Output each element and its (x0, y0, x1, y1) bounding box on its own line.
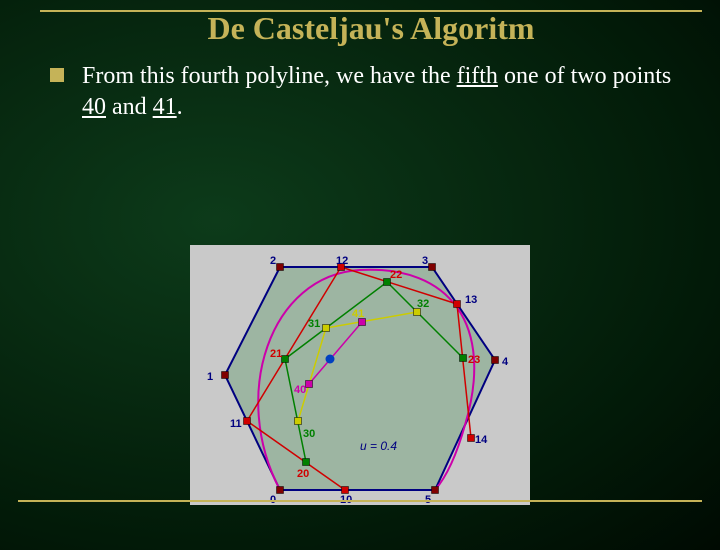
svg-text:u = 0.4: u = 0.4 (360, 439, 397, 453)
svg-text:31: 31 (308, 318, 320, 330)
body-u-41: 41 (153, 94, 177, 120)
svg-text:41: 41 (352, 308, 364, 320)
slide-title: De Casteljau's Algoritm (40, 10, 702, 47)
title-block: De Casteljau's Algoritm (40, 10, 702, 47)
figure: 0123451011121314202122233031324041u = 0.… (190, 245, 530, 505)
svg-text:11: 11 (230, 418, 242, 430)
svg-text:40: 40 (294, 384, 306, 396)
body-u-40: 40 (82, 94, 106, 120)
svg-text:20: 20 (297, 468, 309, 480)
svg-text:13: 13 (465, 294, 477, 306)
svg-text:21: 21 (270, 348, 282, 360)
bullet-icon (50, 68, 64, 82)
svg-text:23: 23 (468, 354, 480, 366)
body-paragraph: From this fourth polyline, we have the f… (82, 61, 680, 122)
svg-text:32: 32 (417, 298, 429, 310)
body-text: From this fourth polyline, we have the f… (50, 61, 680, 122)
svg-text:22: 22 (390, 269, 402, 281)
body-pre: From this fourth polyline, we have the (82, 63, 457, 89)
svg-text:4: 4 (502, 356, 509, 368)
svg-text:30: 30 (303, 428, 315, 440)
body-and: and (106, 94, 153, 120)
svg-text:3: 3 (422, 255, 428, 267)
svg-text:14: 14 (475, 434, 488, 446)
svg-text:12: 12 (336, 255, 348, 267)
body-u-fifth: fifth (457, 63, 498, 89)
diagram-svg: 0123451011121314202122233031324041u = 0.… (190, 245, 530, 505)
svg-text:1: 1 (207, 371, 213, 383)
body-post: . (177, 94, 183, 120)
svg-text:2: 2 (270, 255, 276, 267)
body-mid: one of two points (498, 63, 671, 89)
bottom-rule (18, 500, 702, 502)
